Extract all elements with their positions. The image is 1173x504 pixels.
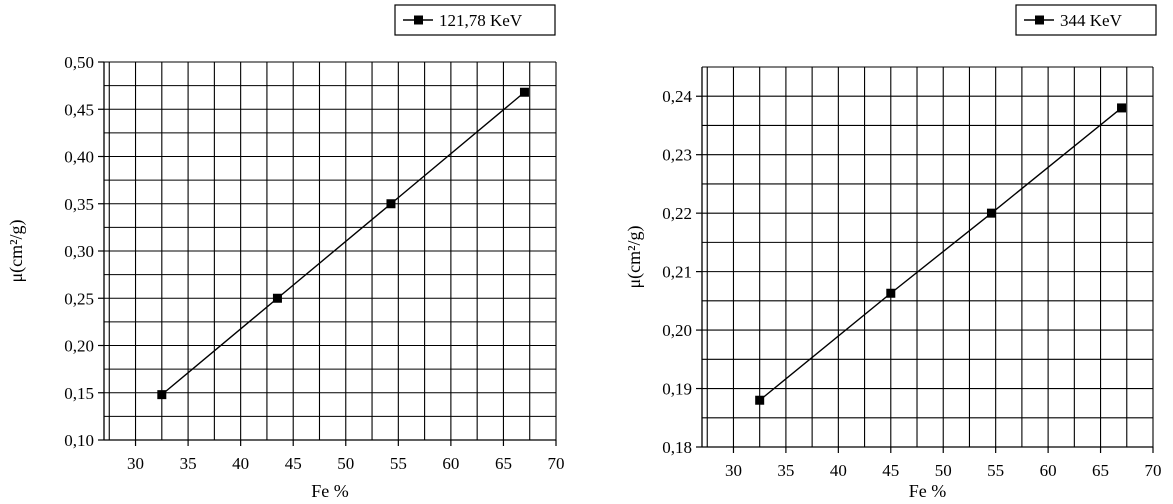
x-tick-label: 55 — [987, 461, 1004, 480]
legend-marker-swatch — [414, 15, 423, 25]
y-axis-label: μ(cm²/g) — [6, 219, 27, 282]
data-point-marker — [755, 395, 765, 405]
y-tick-label: 0,40 — [64, 148, 94, 167]
chart-left-121-78-kev: 0,10 0,15 0,20 0,25 0,30 0,35 0,40 0,45 0,50 30 35… — [6, 4, 565, 501]
data-point-marker — [886, 288, 896, 298]
grid — [702, 66, 1154, 447]
x-tick-label: 55 — [390, 454, 407, 473]
y-axis-label: μ(cm²/g) — [624, 225, 645, 288]
x-tick-label: 70 — [1145, 461, 1162, 480]
x-axis-label: Fe % — [311, 481, 349, 501]
x-tick-label: 30 — [127, 454, 144, 473]
data-point-marker — [1117, 103, 1127, 113]
x-tick-label: 50 — [337, 454, 354, 473]
y-tick-label: 0,20 — [64, 337, 94, 356]
series-line — [759, 107, 1122, 401]
y-tick-label: 0,25 — [64, 289, 94, 308]
x-tick-label: 60 — [442, 454, 459, 473]
y-tick-label: 0,15 — [64, 384, 94, 403]
data-point-marker — [272, 293, 282, 303]
x-tick-label: 30 — [725, 461, 742, 480]
y-tick-label: 0,30 — [64, 242, 94, 261]
y-tick-label: 0,23 — [662, 146, 692, 165]
data-point-marker — [157, 390, 167, 400]
y-tick-label: 0,19 — [662, 380, 692, 399]
x-tick-label: 40 — [830, 461, 847, 480]
data-point-marker — [386, 199, 396, 209]
y-tick-label: 0,24 — [662, 87, 692, 106]
legend-label: 344 KeV — [1060, 11, 1123, 30]
x-tick-label: 35 — [777, 461, 794, 480]
y-tick-label: 0,21 — [662, 263, 692, 282]
x-tick-label: 50 — [935, 461, 952, 480]
x-tick-label: 65 — [495, 454, 512, 473]
x-tick-label: 45 — [882, 461, 899, 480]
legend: 121,78 KeV — [394, 4, 556, 36]
x-tick-label: 60 — [1040, 461, 1057, 480]
x-tick-label: 35 — [180, 454, 197, 473]
data-point-marker — [519, 87, 529, 97]
legend-marker-swatch — [1035, 15, 1044, 25]
x-tick-label: 40 — [232, 454, 249, 473]
series-line — [161, 91, 525, 396]
y-tick-label: 0,20 — [662, 321, 692, 340]
data-point-marker — [986, 208, 996, 218]
legend-label: 121,78 KeV — [439, 11, 523, 30]
y-tick-label: 0,50 — [64, 53, 94, 72]
x-tick-label: 45 — [285, 454, 302, 473]
y-tick-label: 0,18 — [662, 438, 692, 457]
y-tick-label: 0,10 — [64, 431, 94, 450]
legend: 344 KeV — [1015, 4, 1157, 36]
x-tick-label: 70 — [548, 454, 565, 473]
y-tick-label: 0,45 — [64, 100, 94, 119]
chart-right-344-kev: 0,18 0,19 0,20 0,21 0,22 0,23 0,24 30 35 40 45 50 55… — [624, 4, 1162, 501]
y-tick-label: 0,22 — [662, 204, 692, 223]
x-tick-label: 65 — [1092, 461, 1109, 480]
y-tick-label: 0,35 — [64, 195, 94, 214]
grid — [104, 61, 557, 440]
x-axis-label: Fe % — [909, 481, 947, 501]
